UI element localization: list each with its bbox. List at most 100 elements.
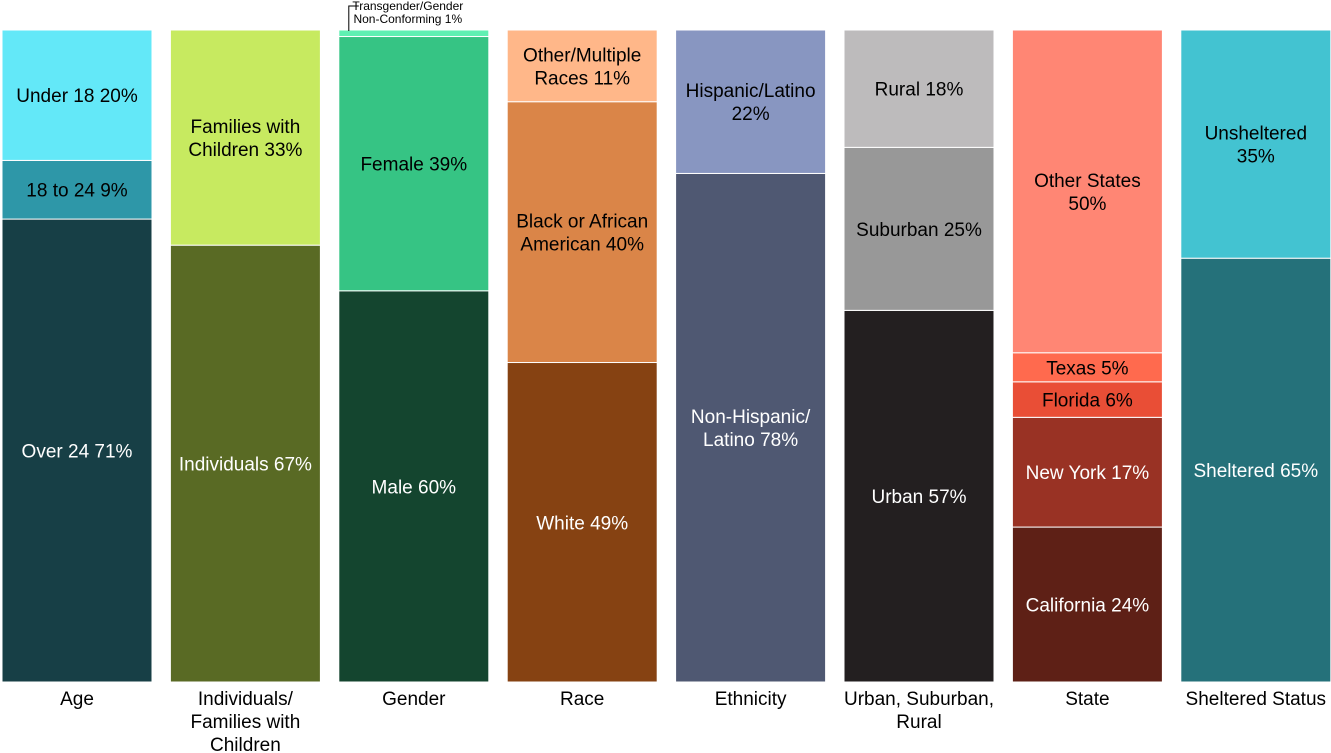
bar-segment-ethnicity-non-hispanic-latino-78	[675, 172, 827, 683]
data-label-new-york-17: New York 17%	[1026, 463, 1150, 484]
data-label-black-or-african-american-40: Black or African American 40%	[516, 212, 648, 256]
bar-segment-ethnicity-hispanic-latino-22	[675, 29, 827, 174]
data-label-line: Transgender/Gender	[352, 0, 463, 13]
data-label-line: Latino 78%	[703, 430, 798, 451]
bar-segment-individuals-families-with-children-families-with-children-33	[169, 29, 321, 246]
data-label-white-49: White 49%	[536, 513, 628, 534]
category-label-urban-suburban-rural: Urban, Suburban, Rural	[844, 689, 994, 733]
data-label-other-states-50: Other States 50%	[1034, 171, 1141, 215]
data-label-line: Suburban 25%	[856, 220, 982, 241]
category-label-line: Families with	[190, 712, 300, 733]
bar-segment-age-over-24-71	[1, 218, 153, 683]
data-label-sheltered-65: Sheltered 65%	[1193, 461, 1318, 482]
data-label-line: Sheltered 65%	[1193, 461, 1318, 482]
data-label-line: Children 33%	[188, 140, 302, 161]
data-label-line: 35%	[1237, 147, 1275, 168]
data-label-other-multiple-races-11: Other/Multiple Races 11%	[523, 45, 641, 89]
data-label-over-24-71: Over 24 71%	[22, 442, 133, 463]
data-label-female-39: Female 39%	[360, 155, 467, 176]
data-label-non-hispanic-latino-78: Non-Hispanic/Latino 78%	[691, 407, 811, 451]
category-label-line: Race	[560, 689, 604, 710]
data-label-line: Unsheltered	[1205, 124, 1307, 145]
data-label-line: 50%	[1068, 194, 1106, 215]
data-label-line: Male 60%	[372, 477, 457, 498]
category-label-line: Individuals/	[198, 689, 294, 710]
category-label-line: Sheltered Status	[1186, 689, 1326, 710]
data-label-line: Over 24 71%	[22, 442, 133, 463]
category-label-line: Rural	[896, 712, 941, 733]
callout-leader-line	[348, 5, 359, 31]
data-label-under-18-20: Under 18 20%	[16, 86, 138, 107]
data-label-hispanic-latino-22: Hispanic/Latino 22%	[686, 81, 816, 125]
data-label-transgender-gender-non-conforming-1: Transgender/Gender Non-Conforming 1%	[352, 0, 463, 26]
data-label-unsheltered-35: Unsheltered 35%	[1205, 124, 1307, 168]
bar-segment-state-other-states-50	[1011, 29, 1163, 354]
bar-segment-urban-suburban-rural-suburban-25	[843, 146, 995, 311]
category-labels-layer: Age Individuals/Families with Children Gend…	[60, 689, 1326, 753]
data-label-texas-5: Texas 5%	[1046, 358, 1128, 379]
data-label-individuals-67: Individuals 67%	[179, 455, 312, 476]
data-label-families-with-children-33: Families with Children 33%	[188, 117, 302, 161]
bar-segment-urban-suburban-rural-urban-57	[843, 309, 995, 683]
category-label-line: State	[1065, 689, 1109, 710]
bar-segment-race-white-49	[506, 362, 658, 683]
data-label-line: Families with	[190, 117, 300, 138]
bar-segment-age-18-to-24-9	[1, 159, 153, 220]
data-label-line: Races 11%	[534, 68, 630, 89]
bar-segment-state-california-24	[1011, 526, 1163, 683]
data-label-line: White 49%	[536, 513, 628, 534]
data-label-line: Black or African	[516, 212, 648, 233]
data-label-line: New York 17%	[1026, 463, 1150, 484]
data-label-line: Non-Hispanic/	[691, 407, 811, 428]
bar-segment-urban-suburban-rural-rural-18	[843, 29, 995, 148]
category-label-line: Urban, Suburban,	[844, 689, 994, 710]
bar-segment-age-under-18-20	[1, 29, 153, 161]
data-label-florida-6: Florida 6%	[1042, 391, 1133, 412]
data-label-urban-57: Urban 57%	[871, 487, 966, 508]
bar-segment-individuals-families-with-children-individuals-67	[169, 244, 321, 683]
bar-segment-gender-female-39	[338, 36, 490, 292]
category-label-sheltered-status: Sheltered Status	[1186, 689, 1326, 710]
category-label-line: Gender	[382, 689, 446, 710]
category-label-race: Race	[560, 689, 604, 710]
bars-layer	[1, 29, 1331, 683]
data-label-line: Urban 57%	[871, 487, 966, 508]
category-label-age: Age	[60, 689, 94, 710]
bar-segment-gender-transgender-gender-non-conforming-1	[338, 29, 490, 38]
data-label-line: Texas 5%	[1046, 358, 1128, 379]
data-label-line: 22%	[732, 104, 770, 125]
data-label-18-to-24-9: 18 to 24 9%	[26, 181, 128, 202]
data-label-rural-18: Rural 18%	[875, 80, 964, 101]
data-label-line: Individuals 67%	[179, 455, 312, 476]
category-label-individuals-families-with-children: Individuals/Families with Children	[190, 689, 300, 753]
category-label-state: State	[1065, 689, 1109, 710]
data-label-line: Hispanic/Latino	[686, 81, 816, 102]
data-label-line: Florida 6%	[1042, 391, 1133, 412]
bar-segment-race-other-multiple-races-11	[506, 29, 658, 103]
bar-segment-state-florida-6	[1011, 381, 1163, 418]
category-label-ethnicity: Ethnicity	[715, 689, 787, 710]
bar-segment-gender-male-60	[338, 290, 490, 683]
data-label-male-60: Male 60%	[372, 477, 457, 498]
bar-segment-sheltered-status-unsheltered-35	[1180, 29, 1331, 259]
category-label-line: Children	[210, 735, 281, 753]
data-label-line: Other States	[1034, 171, 1141, 192]
data-label-line: American 40%	[520, 235, 644, 256]
bar-segment-race-black-or-african-american-40	[506, 101, 658, 364]
data-label-line: Rural 18%	[875, 80, 964, 101]
data-label-suburban-25: Suburban 25%	[856, 220, 982, 241]
category-label-gender: Gender	[382, 689, 446, 710]
data-label-line: 18 to 24 9%	[26, 181, 128, 202]
bar-segment-state-new-york-17	[1011, 416, 1163, 528]
bar-segment-sheltered-status-sheltered-65	[1180, 257, 1331, 683]
category-label-line: Ethnicity	[715, 689, 787, 710]
data-label-california-24: California 24%	[1026, 596, 1150, 617]
data-label-line: California 24%	[1026, 596, 1150, 617]
data-label-line: Non-Conforming 1%	[353, 12, 462, 26]
data-label-line: Other/Multiple	[523, 45, 641, 66]
data-label-line: Female 39%	[360, 155, 467, 176]
category-label-line: Age	[60, 689, 94, 710]
data-label-line: Under 18 20%	[16, 86, 138, 107]
segment-labels-layer: Over 24 71% 18 to 24 9% Under 18 20% Indivi…	[16, 0, 1318, 617]
